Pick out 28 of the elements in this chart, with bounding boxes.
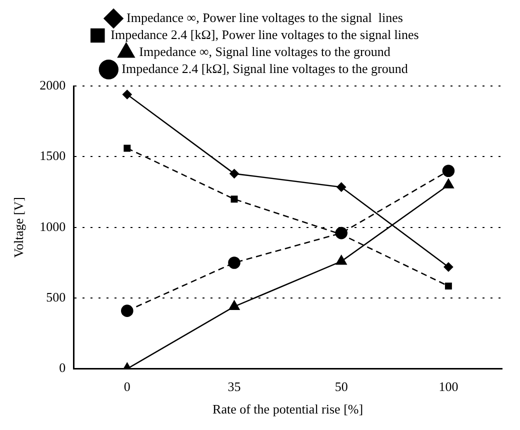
x-axis-title: Rate of the potential rise [%] <box>212 402 364 417</box>
x-tick-label: 100 <box>438 379 458 394</box>
point <box>444 282 452 290</box>
legend-label: Impedance 2.4 [kΩ], Signal line voltages to the ground <box>122 60 408 76</box>
point <box>336 255 347 265</box>
y-axis-title: Voltage [V] <box>11 197 26 258</box>
point <box>444 262 454 272</box>
point <box>336 182 346 192</box>
legend-label: Impedance ∞, Power line voltages to the signal lines <box>126 10 403 25</box>
point <box>443 178 454 188</box>
point <box>442 164 455 177</box>
x-tick-label: 0 <box>124 379 130 394</box>
x-tick-label: 50 <box>334 379 348 394</box>
point <box>122 90 132 100</box>
point <box>124 144 131 152</box>
point <box>228 256 240 269</box>
x-tick-label: 35 <box>228 379 241 394</box>
legend-label: Impedance 2.4 [kΩ], Power line voltages to the signal lines <box>110 26 419 42</box>
point <box>121 304 134 317</box>
y-tick-label: 1500 <box>40 148 66 164</box>
legend-label: Impedance ∞, Signal line voltages to the ground <box>139 44 391 59</box>
point <box>230 196 238 203</box>
y-tick-label: 0 <box>59 360 66 376</box>
y-tick-label: 1000 <box>40 218 66 234</box>
y-tick-label: 2000 <box>40 77 66 92</box>
point <box>228 300 240 310</box>
point <box>230 169 239 178</box>
y-tick-label: 500 <box>46 290 66 305</box>
